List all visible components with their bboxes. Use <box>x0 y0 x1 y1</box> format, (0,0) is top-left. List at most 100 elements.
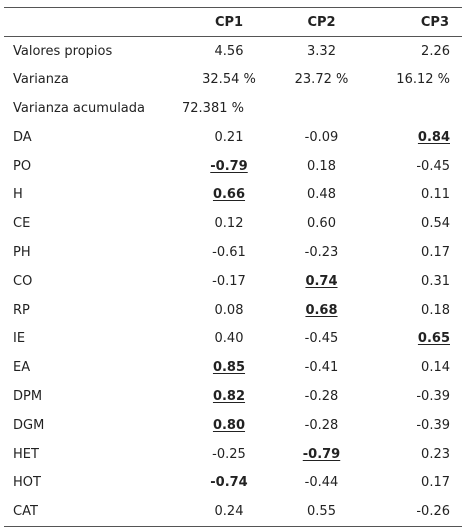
cell-value: 0.14 <box>421 360 450 376</box>
cell-value: 0.12 <box>214 216 244 232</box>
cell-value: 0.80 <box>212 417 246 433</box>
cell-cp1: 0.12 <box>154 209 274 238</box>
cell-value: -0.79 <box>302 446 341 462</box>
cell-cp2: -0.28 <box>274 411 369 440</box>
cell-value: 0.48 <box>307 187 336 203</box>
cell-cp2: -0.79 <box>274 440 369 469</box>
cell-value: -0.23 <box>304 244 339 260</box>
cell-cp2: 3.32 <box>274 37 369 66</box>
cell-cp1: -0.79 <box>154 152 274 181</box>
table-row: HET -0.25 -0.79 0.23 <box>4 440 462 469</box>
cell-cp2: 0.55 <box>274 497 369 527</box>
cell-value: -0.45 <box>304 331 339 347</box>
table-row: HOT -0.74 -0.44 0.17 <box>4 468 462 497</box>
table-row: CAT 0.24 0.55 -0.26 <box>4 497 462 527</box>
cell-value: 3.32 <box>307 43 336 59</box>
cell-cp1: 0.08 <box>154 296 274 325</box>
cell-value: 0.74 <box>305 273 338 289</box>
cell-value: -0.39 <box>416 417 450 433</box>
cell-cp2: 0.48 <box>274 180 369 209</box>
cell-cp3: -0.26 <box>369 497 462 527</box>
cell-value: 0.60 <box>307 216 336 232</box>
cell-cp3: 0.18 <box>369 296 462 325</box>
cell-cp2: 0.60 <box>274 209 369 238</box>
cell-value: 32.54 % <box>202 72 256 88</box>
row-label: DPM <box>13 388 43 404</box>
table-row: DA 0.21 -0.09 0.84 <box>4 123 462 152</box>
cell-value: 0.85 <box>212 360 246 376</box>
cell-value: 4.56 <box>214 43 244 59</box>
cell-cp2: -0.09 <box>274 123 369 152</box>
row-label: Varianza <box>13 72 69 88</box>
cell-value: 0.82 <box>212 388 246 404</box>
cell-cp1: -0.17 <box>154 267 274 296</box>
cell-value: 0.18 <box>307 158 336 174</box>
cell-cp2: 23.72 % <box>274 65 369 94</box>
cell-cp1: 0.21 <box>154 123 274 152</box>
table-row: PO -0.79 0.18 -0.45 <box>4 152 462 181</box>
cell-value: 0.31 <box>421 273 450 289</box>
row-label: Varianza acumulada <box>13 100 145 116</box>
cell-value: 0.17 <box>421 244 450 260</box>
cell-cp3: 16.12 % <box>369 65 462 94</box>
cell-cp3: 0.14 <box>369 353 462 382</box>
cell-value: 0.11 <box>421 187 450 203</box>
table-row: H 0.66 0.48 0.11 <box>4 180 462 209</box>
cell-value: 0.24 <box>214 503 244 519</box>
row-label: H <box>13 187 23 203</box>
cell-cp3 <box>369 94 462 123</box>
cell-value: 0.17 <box>421 475 450 491</box>
cell-value: 0.54 <box>421 216 450 232</box>
row-label: PH <box>13 244 31 260</box>
cell-value: -0.61 <box>212 244 246 260</box>
cell-cp1: 0.66 <box>154 180 274 209</box>
cell-cp1: 0.24 <box>154 497 274 527</box>
row-label: DGM <box>13 417 45 433</box>
cell-cp2: -0.45 <box>274 324 369 353</box>
row-label: CAT <box>4 497 154 527</box>
row-label: Valores propios <box>13 43 113 59</box>
cell-cp1: -0.61 <box>154 238 274 267</box>
header-row: CP1 CP2 CP3 <box>4 7 462 37</box>
table-row: EA 0.85 -0.41 0.14 <box>4 353 462 382</box>
row-label: CE <box>13 216 31 232</box>
cell-cp2: 0.18 <box>274 152 369 181</box>
cell-value: -0.74 <box>210 475 248 491</box>
cell-value: -0.26 <box>416 503 450 519</box>
cell-value: -0.09 <box>304 129 339 145</box>
cell-cp3: 0.65 <box>369 324 462 353</box>
cell-cp3: 0.17 <box>369 468 462 497</box>
cell-value: -0.25 <box>212 446 246 462</box>
cell-value: 0.65 <box>417 331 450 347</box>
cell-cp2: 0.68 <box>274 296 369 325</box>
cell-cp3: -0.45 <box>369 152 462 181</box>
pca-loadings-table: CP1 CP2 CP3 Valores propios 4.56 3.32 2.26 V… <box>4 7 462 527</box>
row-label: PO <box>13 158 32 174</box>
table-row: DGM 0.80 -0.28 -0.39 <box>4 411 462 440</box>
cell-cp1: 0.85 <box>154 353 274 382</box>
cell-value: -0.17 <box>212 273 246 289</box>
cell-cp1: 0.82 <box>154 382 274 411</box>
cell-value: 72.381 % <box>182 100 244 116</box>
cell-cp3: -0.39 <box>369 411 462 440</box>
row-label: DA <box>13 129 32 145</box>
table-row: Varianza 32.54 % 23.72 % 16.12 % <box>4 65 462 94</box>
table-header: CP1 CP2 CP3 <box>4 7 462 37</box>
cell-cp1: -0.25 <box>154 440 274 469</box>
cell-cp1: 72.381 % <box>154 94 274 123</box>
cell-value: 16.12 % <box>396 72 450 88</box>
cell-cp3: 2.26 <box>369 37 462 66</box>
table-row: CO -0.17 0.74 0.31 <box>4 267 462 296</box>
header-blank <box>4 7 154 37</box>
cell-cp3: 0.17 <box>369 238 462 267</box>
cell-value: 0.66 <box>212 187 246 203</box>
cell-value: 0.68 <box>305 302 338 318</box>
table-row: IE 0.40 -0.45 0.65 <box>4 324 462 353</box>
cell-value: 0.40 <box>214 331 244 347</box>
table-row: CE 0.12 0.60 0.54 <box>4 209 462 238</box>
cell-value: 0.84 <box>417 129 450 145</box>
cell-cp3: 0.84 <box>369 123 462 152</box>
cell-value: 0.23 <box>421 446 450 462</box>
table-row: DPM 0.82 -0.28 -0.39 <box>4 382 462 411</box>
header-cp2: CP2 <box>274 7 369 37</box>
